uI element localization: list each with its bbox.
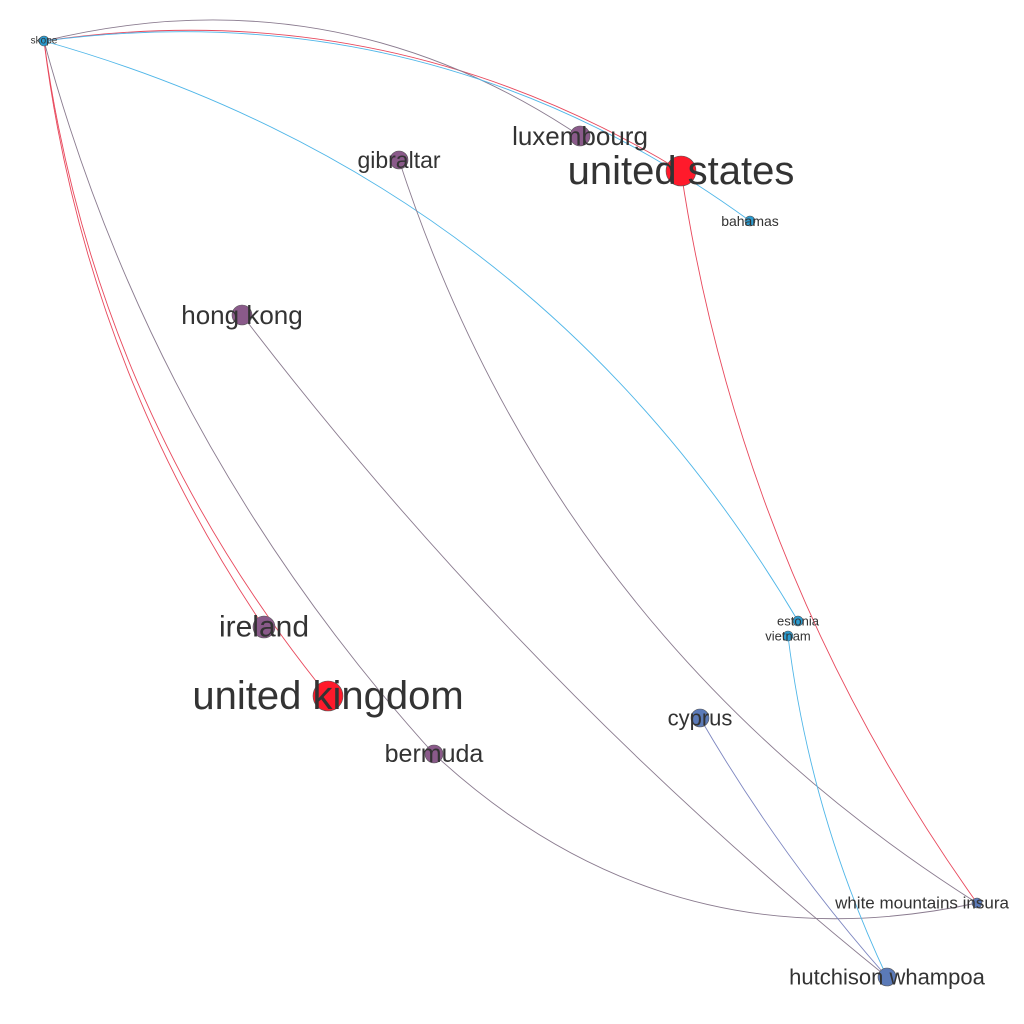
node-estonia[interactable] <box>792 615 804 627</box>
edge-skope-ireland <box>43 40 265 628</box>
node-gibraltar[interactable] <box>389 150 409 170</box>
edge-vietnam-hutchison-whampoa <box>787 635 888 978</box>
node-label-bermuda: bermuda <box>385 740 484 768</box>
node-label-united-states: united states <box>568 149 795 193</box>
node-united-kingdom[interactable] <box>312 680 344 712</box>
edge-gibraltar-white-mountains <box>398 159 978 904</box>
edge-united-states-white-mountains <box>680 170 978 904</box>
edge-cyprus-hutchison-whampoa <box>699 717 888 978</box>
node-cyprus[interactable] <box>690 708 710 728</box>
node-label-estonia: estonia <box>777 614 820 629</box>
edge-bermuda-white-mountains <box>433 753 978 920</box>
node-label-white-mountains: white mountains insura <box>834 894 1009 913</box>
node-hutchison-whampoa[interactable] <box>877 967 897 987</box>
node-label-bahamas: bahamas <box>721 213 779 229</box>
node-vietnam[interactable] <box>782 630 794 642</box>
edges-layer <box>43 19 978 978</box>
edge-skope-estonia <box>43 40 799 622</box>
edge-skope-bermuda <box>43 40 435 755</box>
node-bahamas[interactable] <box>744 215 756 227</box>
node-skope[interactable] <box>38 35 50 47</box>
nodes-layer <box>38 35 983 987</box>
node-label-hutchison-whampoa: hutchison whampoa <box>789 965 985 990</box>
edge-skope-bahamas <box>43 31 751 222</box>
node-label-luxembourg: luxembourg <box>512 121 648 151</box>
node-white-mountains[interactable] <box>971 897 983 909</box>
node-ireland[interactable] <box>252 615 276 639</box>
edge-skope-united-states <box>43 29 682 172</box>
node-label-gibraltar: gibraltar <box>357 147 440 173</box>
edge-skope-united-kingdom <box>43 40 329 697</box>
edge-skope-luxembourg <box>43 19 581 137</box>
node-label-hong-kong: hong kong <box>181 300 302 330</box>
node-label-united-kingdom: united kingdom <box>192 674 463 718</box>
node-label-ireland: ireland <box>219 611 309 644</box>
edge-hong-kong-hutchison-whampoa <box>241 314 888 978</box>
node-bermuda[interactable] <box>424 744 444 764</box>
node-luxembourg[interactable] <box>569 125 591 147</box>
node-label-vietnam: vietnam <box>765 629 811 644</box>
node-label-skope: skope <box>31 36 58 47</box>
node-label-cyprus: cyprus <box>668 706 733 731</box>
node-hong-kong[interactable] <box>231 304 253 326</box>
node-united-states[interactable] <box>665 155 697 187</box>
